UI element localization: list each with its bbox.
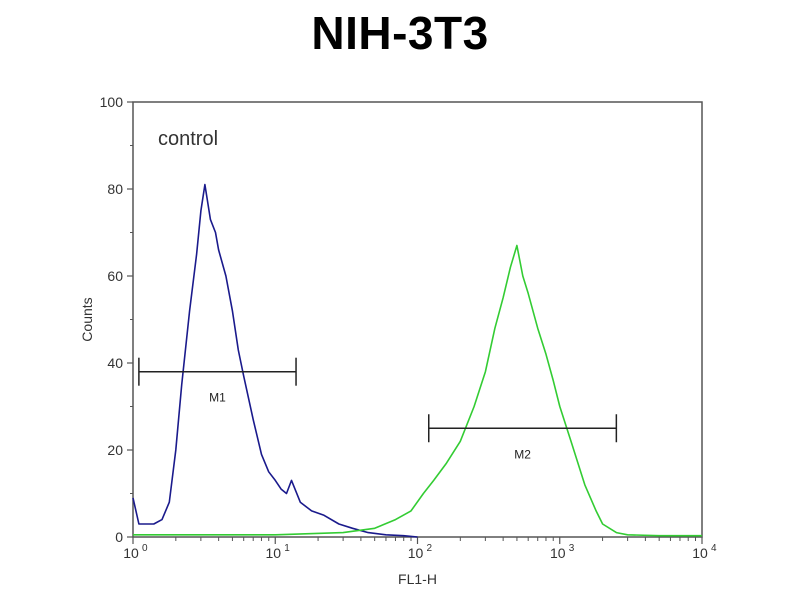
x-tick-base: 10 <box>123 545 139 561</box>
y-tick-label: 80 <box>107 181 123 197</box>
plot-frame <box>132 101 703 538</box>
y-tick-label: 100 <box>100 94 124 110</box>
histogram-series-1 <box>132 183 418 538</box>
histogram-series-2 <box>133 244 702 537</box>
marker-group: M1 M2 <box>138 357 618 461</box>
marker-label: M1 <box>209 391 226 405</box>
control-annotation: control <box>158 128 218 150</box>
x-tick-exponent: 0 <box>142 543 148 554</box>
chart-title: NIH-3T3 <box>311 7 489 59</box>
x-tick-exponent: 4 <box>711 543 717 554</box>
y-tick-label: 60 <box>107 268 123 284</box>
y-tick-label: 0 <box>115 529 123 545</box>
y-tick-label: 40 <box>107 355 123 371</box>
x-tick-base: 10 <box>265 545 281 561</box>
y-axis-label: Counts <box>79 297 95 341</box>
x-tick-base: 10 <box>550 545 566 561</box>
x-tick-exponent: 3 <box>569 543 575 554</box>
x-tick-exponent: 1 <box>284 543 290 554</box>
series-group <box>132 183 702 538</box>
y-tick-label: 20 <box>107 442 123 458</box>
x-axis-label: FL1-H <box>398 571 437 587</box>
x-tick-base: 10 <box>408 545 424 561</box>
x-axis-ticks: 10 0 10 1 10 2 10 3 10 4 <box>123 537 717 561</box>
x-tick-exponent: 2 <box>427 543 433 554</box>
marker-label: M2 <box>514 447 531 461</box>
x-tick-base: 10 <box>692 545 708 561</box>
y-axis-ticks: 0 20 40 60 80 100 <box>100 94 133 545</box>
